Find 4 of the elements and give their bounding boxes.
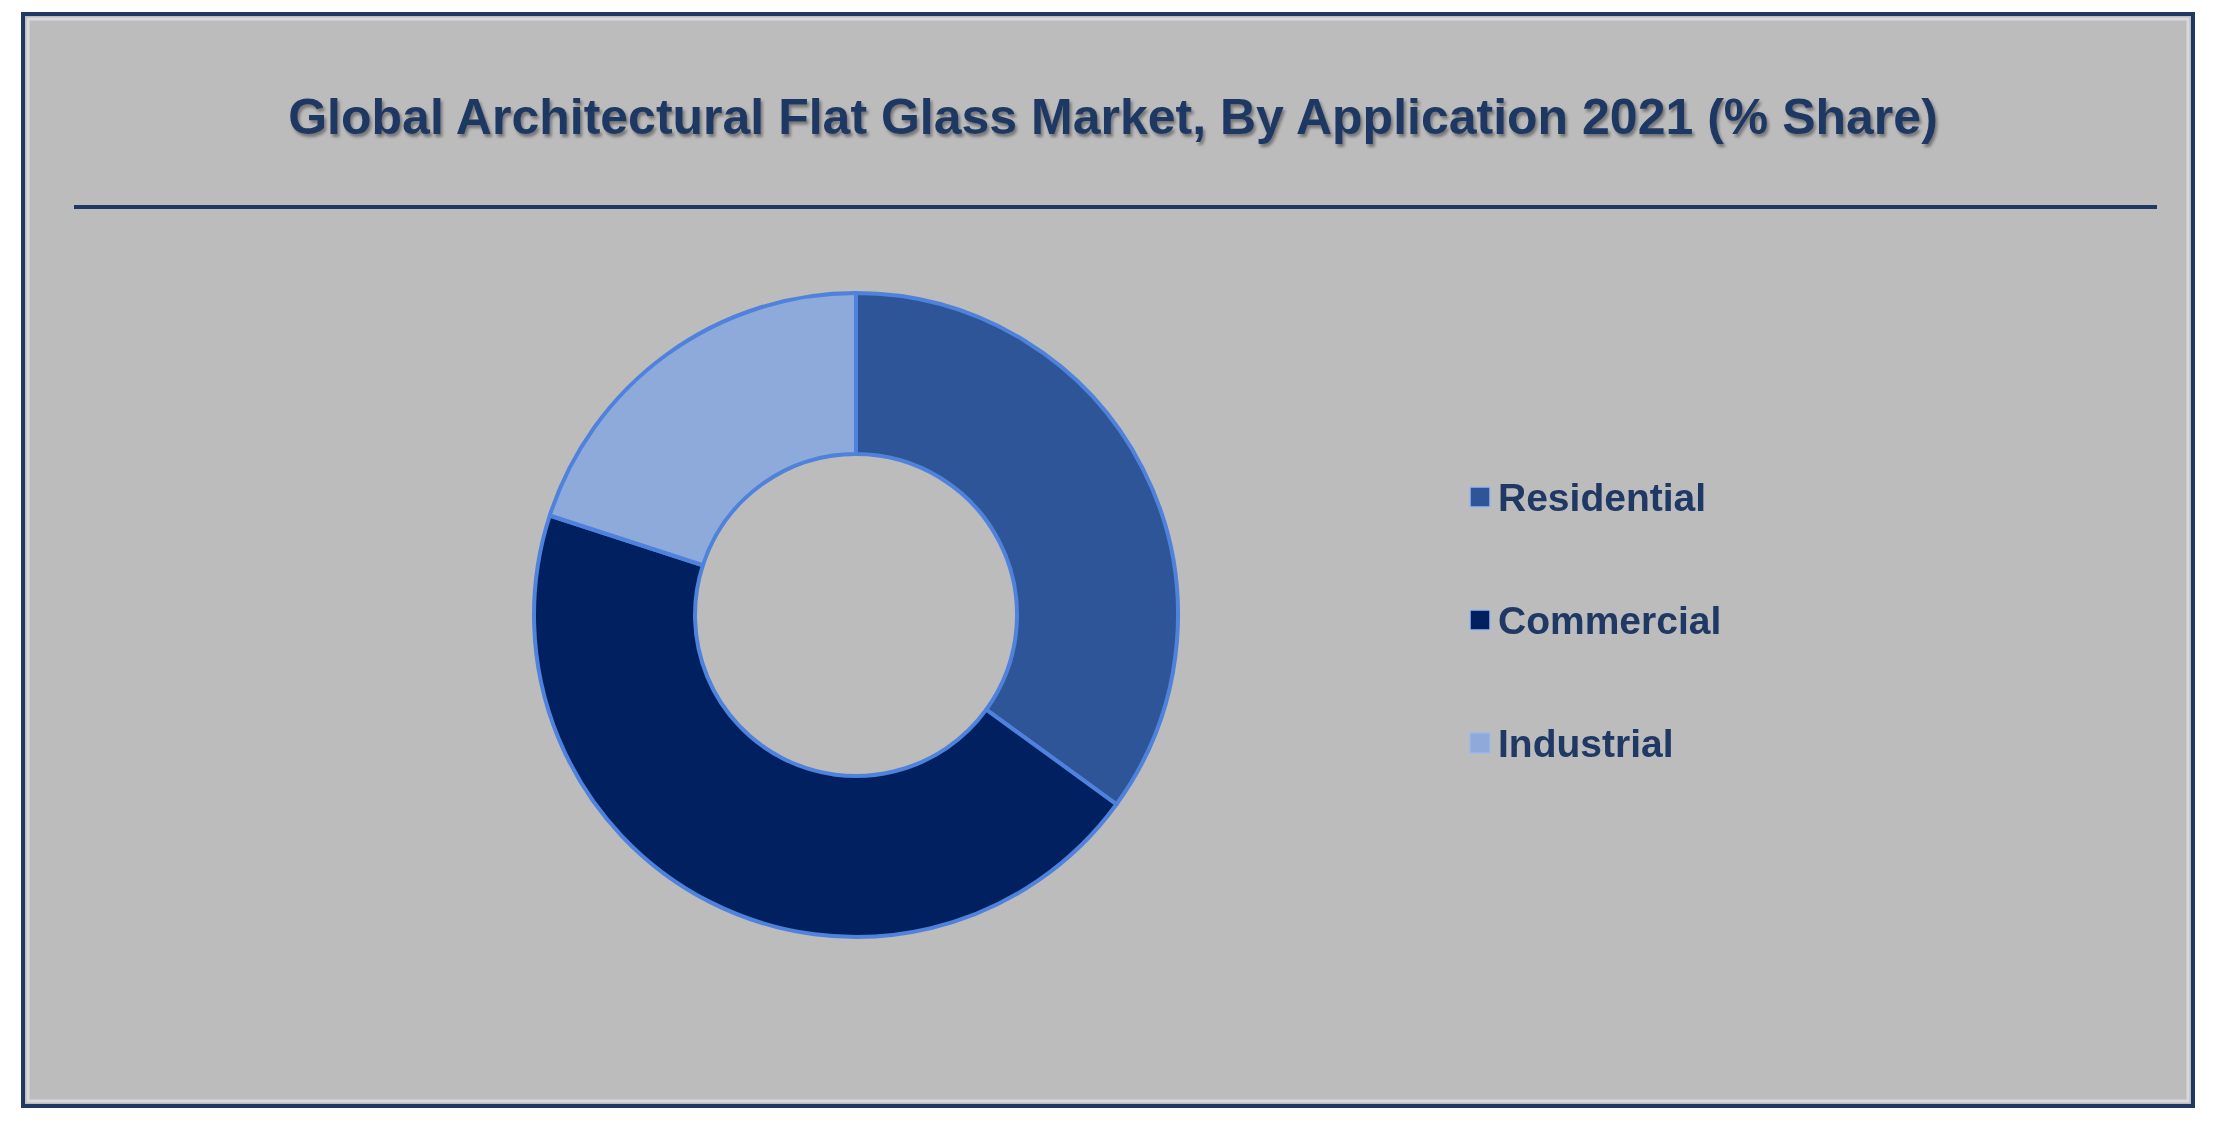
chart-title: Global Architectural Flat Glass Market, By Application 2021 (% Share) (288, 89, 1938, 145)
legend-label: Commercial (1498, 599, 1722, 642)
legend-label: Residential (1498, 476, 1707, 519)
legend-label: Industrial (1498, 722, 1674, 765)
